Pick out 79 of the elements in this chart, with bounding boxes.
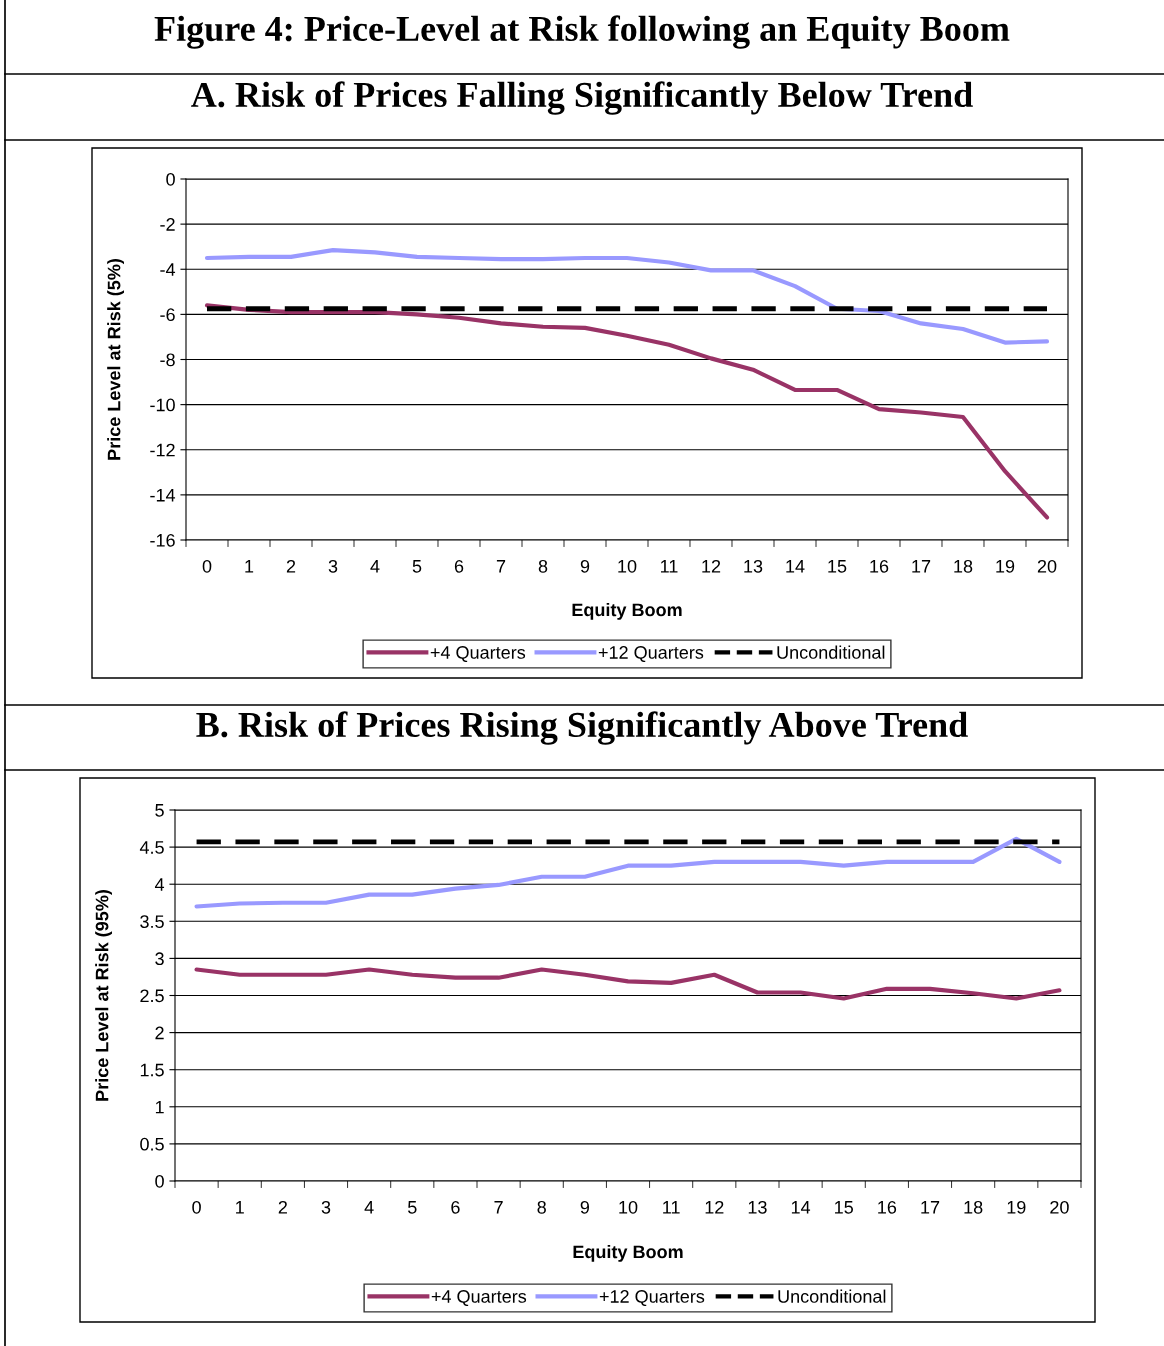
x-tick-label: 4 [370, 560, 380, 573]
x-tick-label: 16 [870, 559, 889, 573]
legend-label: +4 Quarters [430, 646, 526, 663]
x-tick-label: 15 [828, 560, 847, 573]
x-tick-label: 7 [494, 1201, 503, 1214]
y-tick-label: -16 [150, 533, 175, 547]
x-tick-label: 0 [192, 1200, 201, 1214]
y-tick-label: 4 [154, 878, 165, 891]
y-tick-label: 0.5 [140, 1137, 164, 1151]
x-tick-label: 6 [451, 1200, 460, 1214]
x-tick-label: 3 [328, 559, 338, 573]
line-series [204, 247, 1050, 345]
x-tick-label: 13 [748, 1200, 767, 1214]
x-tick-label: 13 [744, 559, 763, 573]
x-tick-label: 15 [835, 1201, 853, 1214]
x-tick-label: 12 [702, 559, 721, 573]
x-tick-label: 17 [912, 560, 931, 573]
y-tick-label: -8 [160, 353, 175, 367]
y-tick-label: 1 [155, 1100, 164, 1114]
y-tick-label: 0 [166, 172, 175, 186]
y-tick-label: -6 [160, 308, 175, 322]
x-tick-label: 17 [921, 1201, 940, 1214]
x-tick-label: 10 [618, 559, 637, 573]
y-tick-label: 5 [155, 804, 164, 817]
x-axis-title: Equity Boom [572, 603, 682, 620]
x-tick-label: 1 [245, 560, 254, 573]
legend-label: +12 Quarters [599, 1290, 705, 1307]
y-tick-label: -2 [160, 218, 175, 231]
x-tick-label: 8 [537, 1200, 546, 1214]
caption: Figure 4: Price-Level at Risk following an Equity Boom [154, 15, 1010, 49]
x-tick-label: 8 [538, 559, 548, 573]
legend-label: +4 Quarters [431, 1290, 527, 1307]
chart-title: B. Risk of Prices Rising Significantly Above Trend [196, 711, 968, 745]
chart-title: A. Risk of Prices Falling Significantly Below Trend [191, 81, 973, 115]
x-tick-label: 11 [663, 1201, 680, 1214]
x-tick-label: 1 [236, 1201, 244, 1214]
x-tick-label: 20 [1050, 1200, 1069, 1214]
x-tick-label: 18 [954, 559, 973, 573]
legend-label: Unconditional [778, 1289, 886, 1303]
x-tick-label: 7 [496, 560, 506, 573]
y-tick-label: -14 [150, 489, 176, 502]
x-tick-label: 19 [996, 559, 1015, 573]
x-tick-label: 16 [878, 1200, 897, 1214]
x-tick-label: 9 [580, 1200, 590, 1214]
line-series [194, 836, 1062, 909]
x-tick-label: 6 [454, 559, 464, 573]
x-tick-label: 3 [321, 1200, 331, 1214]
x-tick-label: 20 [1037, 559, 1057, 573]
y-tick-label: 0 [155, 1174, 164, 1188]
x-tick-label: 10 [619, 1200, 638, 1214]
x-tick-label: 9 [580, 559, 590, 573]
y-tick-label: -12 [150, 443, 175, 457]
x-tick-label: 0 [202, 559, 212, 573]
line-series [204, 303, 1050, 520]
y-tick-label: 2.5 [140, 989, 164, 1003]
x-tick-label: 14 [786, 560, 805, 573]
x-tick-label: 2 [286, 559, 296, 573]
legend-label: +12 Quarters [598, 646, 704, 663]
x-tick-label: 2 [278, 1200, 287, 1214]
x-axis-title: Equity Boom [573, 1245, 683, 1262]
y-tick-label: 3 [155, 952, 164, 966]
x-tick-label: 4 [364, 1201, 374, 1214]
x-tick-label: 5 [407, 1201, 417, 1214]
y-tick-label: 1.5 [140, 1063, 164, 1077]
y-tick-label: 4.5 [139, 841, 164, 854]
y-tick-label: -10 [150, 398, 175, 412]
x-tick-label: 12 [705, 1200, 724, 1214]
line-series [194, 967, 1062, 1001]
y-axis-title: Price Level at Risk (95%) [95, 890, 112, 1101]
x-tick-label: 19 [1007, 1200, 1026, 1214]
y-tick-label: 3.5 [140, 915, 164, 929]
y-tick-label: -4 [160, 263, 176, 276]
legend-label: Unconditional [777, 645, 885, 659]
x-tick-label: 18 [964, 1200, 983, 1214]
x-tick-label: 11 [661, 560, 678, 573]
y-tick-label: 2 [155, 1026, 164, 1040]
y-axis-title: Price Level at Risk (5%) [107, 259, 124, 460]
x-tick-label: 14 [791, 1201, 811, 1214]
x-tick-label: 5 [412, 560, 422, 573]
